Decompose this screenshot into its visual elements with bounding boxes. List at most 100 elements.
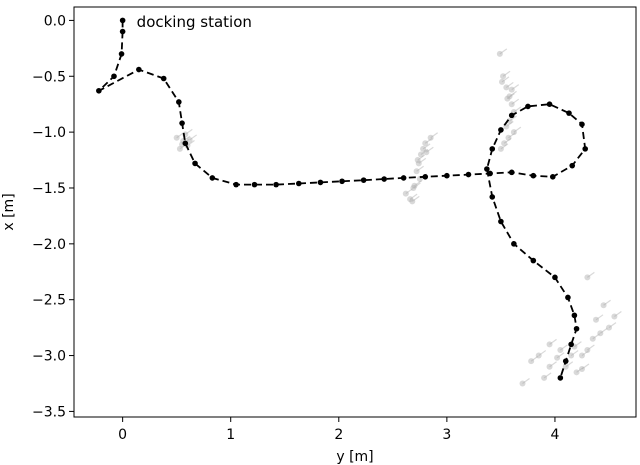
sample-point (584, 271, 595, 281)
plot-frame (73, 6, 637, 418)
trajectory-point (546, 101, 553, 107)
sample-point (411, 180, 422, 189)
sample-point (600, 299, 611, 309)
sample-point (506, 90, 517, 100)
y-tick-label: 0.0 (44, 13, 66, 29)
sample-point (605, 322, 617, 331)
trajectory-point (182, 140, 189, 147)
trajectory-point (400, 175, 407, 181)
sample-point (508, 98, 520, 108)
sample-point (611, 310, 622, 320)
trajectory-point (179, 120, 185, 126)
y-tick-label: −2.0 (32, 237, 66, 253)
sample-point (501, 137, 512, 147)
sample-point (497, 143, 509, 152)
y-axis-label: x [m] (1, 193, 17, 230)
sample-cloud-layer (173, 48, 622, 387)
trajectory-point (444, 172, 450, 179)
x-tick-label: 0 (118, 427, 127, 443)
sample-point (410, 182, 421, 191)
sample-point (519, 377, 530, 387)
sample-point (413, 165, 424, 175)
trajectory-point (317, 179, 324, 186)
trajectory-point (339, 178, 345, 185)
trajectory-point (381, 176, 387, 182)
trajectory-point (511, 241, 517, 247)
trajectory-point (508, 112, 515, 119)
sample-point (504, 93, 515, 102)
sample-point (402, 188, 414, 197)
trajectory-point (498, 218, 504, 225)
sample-point (414, 154, 426, 164)
sample-point (500, 70, 511, 80)
y-axis: 0.0 −0.5 −1.0 −1.5 −2.0 −2.5 −3.0 −3.5 (32, 13, 74, 420)
sample-point (409, 195, 420, 205)
trajectory-point (569, 162, 576, 169)
trajectory-point (176, 99, 182, 105)
sample-point (589, 333, 601, 342)
trajectory-point (360, 177, 367, 183)
sample-point (423, 146, 434, 156)
trajectory-point (96, 87, 102, 94)
x-tick-label: 2 (334, 427, 343, 443)
trajectory-point (119, 17, 126, 24)
sample-point (505, 132, 516, 141)
y-tick-label: −0.5 (32, 69, 66, 85)
y-tick-label: −2.5 (32, 293, 66, 309)
sample-point (568, 350, 579, 359)
y-tick-label: −3.5 (32, 404, 66, 420)
x-axis: 0 1 2 3 4 (118, 417, 559, 443)
sample-point (578, 350, 590, 359)
trajectory-point (160, 75, 167, 82)
sample-point (407, 193, 418, 203)
sample-point (562, 361, 574, 370)
sample-point (541, 372, 552, 381)
sample-point (420, 143, 431, 152)
trajectory-point (209, 175, 216, 181)
trajectory-point (562, 358, 569, 364)
trajectory-point (525, 103, 531, 110)
trajectory-point (530, 257, 537, 264)
x-tick-label: 1 (226, 427, 235, 443)
sample-point (546, 338, 557, 348)
trajectory-point (530, 172, 537, 179)
sample-point (498, 76, 510, 85)
sample-point (415, 157, 427, 167)
trajectory-point (296, 180, 302, 187)
sample-point (593, 314, 604, 323)
trajectory-point (251, 181, 258, 188)
y-tick-label: −1.0 (32, 125, 66, 141)
trajectory-point (557, 375, 564, 381)
y-tick-label: −3.0 (32, 349, 66, 365)
trajectory-point (565, 294, 571, 301)
trajectory-point (119, 28, 126, 35)
trajectory-point (422, 174, 429, 180)
trajectory-layer (96, 17, 589, 381)
trajectory-point (582, 146, 589, 152)
sample-point (496, 48, 508, 57)
trajectory-point (573, 325, 580, 332)
sample-point (427, 132, 439, 141)
sample-point (557, 344, 568, 353)
sample-point (503, 81, 514, 91)
trajectory-point (136, 66, 142, 73)
trajectory-point (233, 181, 239, 188)
sample-point (546, 361, 557, 370)
sample-point (554, 352, 565, 361)
sample-point (597, 327, 608, 337)
trajectory-point (273, 181, 279, 188)
trajectory-point (498, 127, 504, 133)
sample-point (510, 126, 522, 136)
sample-point (422, 137, 433, 147)
x-axis-label: y [m] (336, 449, 373, 465)
trajectory-line (98, 20, 587, 379)
trajectory-point (465, 171, 472, 178)
sample-point (508, 84, 520, 93)
sample-point (186, 134, 197, 143)
sample-point (173, 132, 185, 141)
trajectory-point (487, 170, 493, 177)
x-tick-label: 3 (442, 427, 451, 443)
x-tick-label: 4 (550, 427, 559, 443)
trajectory-point (568, 341, 574, 348)
